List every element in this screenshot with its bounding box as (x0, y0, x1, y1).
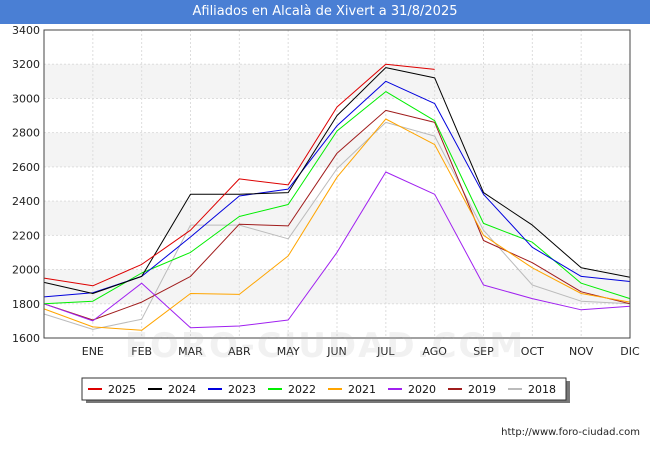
grid-band (44, 132, 630, 167)
series-line-2020 (43, 171, 631, 329)
y-tick-label: 1800 (12, 298, 40, 311)
legend-label-2018: 2018 (528, 383, 556, 396)
x-tick-label: AGO (422, 345, 447, 358)
y-tick-label: 3400 (12, 24, 40, 37)
y-tick-label: 2200 (12, 229, 40, 242)
x-tick-label: DIC (620, 345, 640, 358)
series-line-2025 (43, 63, 435, 287)
x-tick-label: ENE (82, 345, 104, 358)
legend-label-2024: 2024 (168, 383, 196, 396)
legend-label-2021: 2021 (348, 383, 376, 396)
y-tick-label: 1600 (12, 332, 40, 345)
y-tick-label: 2800 (12, 127, 40, 140)
x-tick-label: SEP (473, 345, 494, 358)
series-line-2024 (43, 67, 631, 294)
x-tick-label: FEB (131, 345, 152, 358)
x-tick-label: JUL (376, 345, 395, 358)
grid-band (44, 64, 630, 99)
y-tick-labels: 1600 1800 2000 2200 2400 2600 2800 3000 3200 3400 (12, 24, 40, 345)
series-line-2019 (43, 109, 631, 321)
x-tick-label: MAY (277, 345, 300, 358)
x-tick-label: MAR (178, 345, 203, 358)
legend-label-2020: 2020 (408, 383, 436, 396)
x-tick-label: OCT (521, 345, 544, 358)
series-lines (43, 63, 631, 331)
legend-label-2023: 2023 (228, 383, 256, 396)
x-tick-label: JUN (326, 345, 347, 358)
source-url: http://www.foro-ciudad.com (501, 427, 640, 438)
series-line-2021 (43, 118, 631, 331)
plot-border (43, 29, 631, 339)
legend-label-2019: 2019 (468, 383, 496, 396)
series-line-2022 (43, 91, 631, 305)
legend-label-2025: 2025 (108, 383, 136, 396)
y-tick-label: 3000 (12, 92, 40, 105)
legend: 2025 2024 2023 2022 2021 2020 2019 2018 (81, 377, 570, 403)
y-tick-label: 3200 (12, 58, 40, 71)
y-tick-label: 2000 (12, 264, 40, 277)
legend-label-2022: 2022 (288, 383, 316, 396)
y-tick-label: 2400 (12, 195, 40, 208)
x-tick-label: ABR (228, 345, 251, 358)
chart-title: Afiliados en Alcalà de Xivert a 31/8/202… (0, 0, 650, 24)
x-tick-label: NOV (569, 345, 594, 358)
x-tick-labels: ENE FEB MAR ABR MAY JUN JUL AGO SEP OCT NOV DIC (82, 345, 640, 358)
y-tick-label: 2600 (12, 161, 40, 174)
series-line-2018 (43, 121, 631, 330)
